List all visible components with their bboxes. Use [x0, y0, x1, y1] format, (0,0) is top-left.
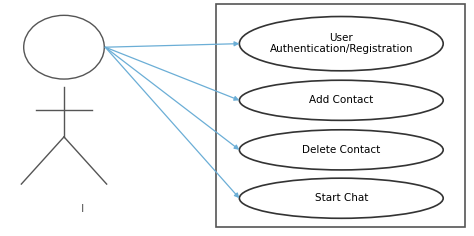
Text: User
Authentication/Registration: User Authentication/Registration [270, 33, 413, 55]
Bar [216, 4, 465, 227]
Text: Delete Contact: Delete Contact [302, 145, 381, 155]
Text: I: I [82, 204, 84, 214]
Ellipse shape [24, 15, 104, 79]
Ellipse shape [239, 80, 443, 120]
Ellipse shape [239, 17, 443, 71]
Text: Add Contact: Add Contact [309, 95, 374, 105]
Ellipse shape [239, 178, 443, 218]
Text: Start Chat: Start Chat [315, 193, 368, 203]
Ellipse shape [239, 130, 443, 170]
